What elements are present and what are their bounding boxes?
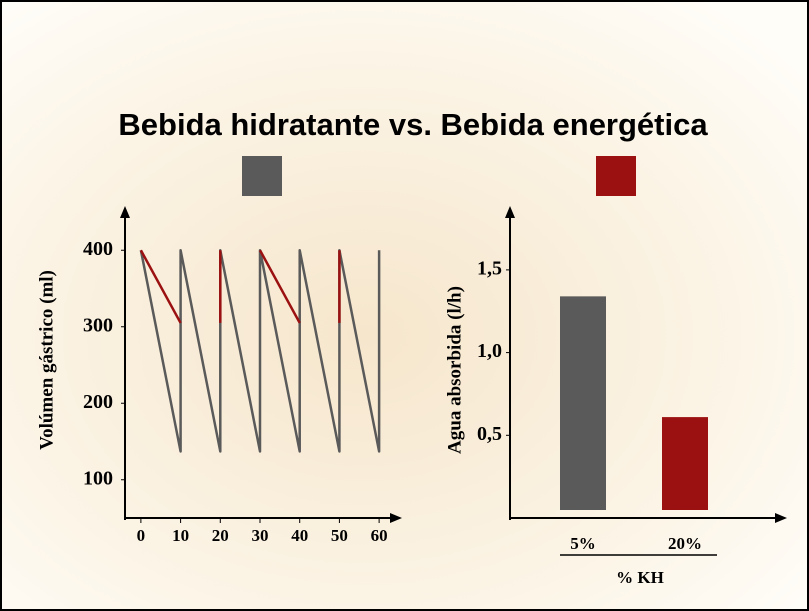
bar [662, 417, 708, 510]
y-tick-label: 200 [83, 391, 113, 413]
y-tick-label: 400 [83, 238, 113, 260]
x-tick-label: 30 [252, 526, 269, 545]
x-tick-label: 20% [668, 534, 702, 553]
x-tick-label: 5% [570, 534, 596, 553]
x-tick-label: 0 [137, 526, 146, 545]
y-tick-label: 300 [83, 314, 113, 336]
bar [560, 296, 606, 510]
x-axis-label: % KH [616, 568, 664, 587]
y-tick-label: 100 [83, 467, 113, 489]
title: Bebida hidratante vs. Bebida energética [118, 107, 708, 142]
page: {"chart_data": [ {"type": "line", "title… [0, 0, 809, 611]
y-tick-label: 1,5 [477, 257, 502, 279]
x-tick-label: 40 [291, 526, 308, 545]
x-tick-label: 10 [172, 526, 189, 545]
x-tick-label: 50 [331, 526, 348, 545]
y-axis-label: Volúmen gástrico (ml) [36, 270, 57, 450]
y-axis-label: Agua absorbida (l/h) [444, 286, 465, 454]
legend-swatch [596, 156, 636, 196]
y-tick-label: 1,0 [477, 340, 502, 362]
legend-swatch [242, 156, 282, 196]
y-tick-label: 0,5 [477, 423, 502, 445]
x-tick-label: 60 [371, 526, 388, 545]
x-tick-label: 20 [212, 526, 229, 545]
slide: Bebida hidratante vs. Bebida energética … [0, 0, 809, 611]
